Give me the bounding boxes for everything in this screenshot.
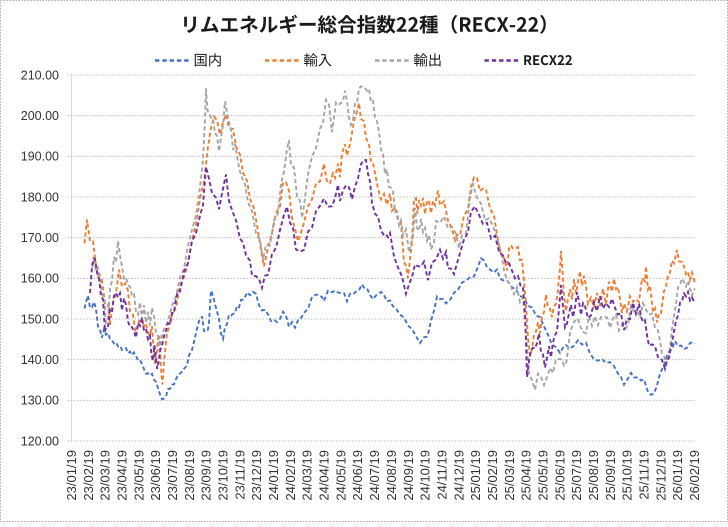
svg-text:120.00: 120.00 [21, 434, 59, 448]
svg-text:26/02/19: 26/02/19 [687, 450, 702, 501]
svg-text:23/02/19: 23/02/19 [81, 450, 96, 501]
svg-text:24/11/19: 24/11/19 [434, 450, 449, 500]
svg-text:140.00: 140.00 [21, 353, 59, 367]
svg-text:25/05/19: 25/05/19 [536, 450, 551, 501]
svg-text:160.00: 160.00 [21, 272, 59, 286]
svg-text:25/09/19: 25/09/19 [603, 450, 618, 501]
svg-text:130.00: 130.00 [21, 394, 59, 408]
svg-text:24/09/19: 24/09/19 [401, 450, 416, 501]
svg-text:24/01/19: 24/01/19 [266, 450, 281, 501]
svg-text:26/01/19: 26/01/19 [670, 450, 685, 501]
svg-text:23/07/19: 23/07/19 [165, 450, 180, 501]
svg-text:24/04/19: 24/04/19 [317, 450, 332, 501]
svg-text:23/10/19: 23/10/19 [216, 450, 231, 501]
svg-text:200.00: 200.00 [21, 109, 59, 123]
svg-text:25/07/19: 25/07/19 [569, 450, 584, 501]
svg-text:25/04/19: 25/04/19 [519, 450, 534, 501]
svg-text:23/03/19: 23/03/19 [98, 450, 113, 501]
svg-text:25/06/19: 25/06/19 [552, 450, 567, 501]
svg-text:23/01/19: 23/01/19 [64, 450, 79, 501]
svg-text:24/08/19: 24/08/19 [384, 450, 399, 501]
svg-text:210.00: 210.00 [21, 68, 59, 82]
svg-text:25/11/19: 25/11/19 [637, 450, 652, 500]
svg-text:23/11/19: 23/11/19 [232, 450, 247, 500]
svg-text:24/06/19: 24/06/19 [350, 450, 365, 501]
svg-text:25/08/19: 25/08/19 [586, 450, 601, 501]
svg-text:150.00: 150.00 [21, 312, 59, 326]
svg-text:25/03/19: 25/03/19 [502, 450, 517, 501]
svg-text:24/05/19: 24/05/19 [333, 450, 348, 501]
svg-text:24/03/19: 24/03/19 [300, 450, 315, 501]
svg-text:23/06/19: 23/06/19 [148, 450, 163, 501]
svg-text:24/02/19: 24/02/19 [283, 450, 298, 501]
svg-text:24/07/19: 24/07/19 [367, 450, 382, 501]
svg-text:24/10/19: 24/10/19 [418, 450, 433, 501]
svg-text:25/02/19: 25/02/19 [485, 450, 500, 501]
svg-text:24/12/19: 24/12/19 [451, 450, 466, 501]
svg-text:23/09/19: 23/09/19 [199, 450, 214, 501]
svg-text:23/08/19: 23/08/19 [182, 450, 197, 501]
svg-text:23/05/19: 23/05/19 [131, 450, 146, 501]
svg-text:23/12/19: 23/12/19 [249, 450, 264, 501]
svg-text:170.00: 170.00 [21, 231, 59, 245]
svg-text:25/12/19: 25/12/19 [653, 450, 668, 501]
svg-text:25/01/19: 25/01/19 [468, 450, 483, 501]
svg-text:23/04/19: 23/04/19 [115, 450, 130, 501]
svg-text:25/10/19: 25/10/19 [620, 450, 635, 501]
svg-text:180.00: 180.00 [21, 190, 59, 204]
svg-text:190.00: 190.00 [21, 150, 59, 164]
